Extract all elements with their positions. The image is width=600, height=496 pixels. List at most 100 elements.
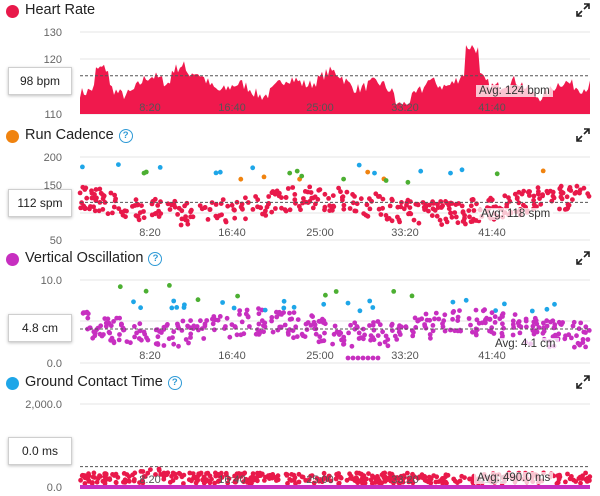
- data-point: [436, 316, 442, 322]
- data-point: [283, 195, 289, 200]
- data-point: [516, 200, 522, 206]
- data-point: [410, 480, 416, 486]
- data-point: [564, 194, 570, 200]
- data-point: [396, 480, 401, 485]
- data-point: [375, 478, 381, 483]
- data-point: [302, 334, 308, 339]
- data-point: [347, 471, 352, 477]
- data-point: [161, 343, 167, 348]
- data-point: [570, 323, 576, 329]
- data-point: [368, 477, 374, 483]
- data-point: [121, 471, 127, 476]
- help-circle-icon[interactable]: ?: [148, 252, 163, 266]
- data-point: [100, 207, 106, 212]
- panel-title: Heart Rate: [25, 2, 96, 18]
- data-point: [544, 323, 550, 329]
- data-point: [210, 321, 216, 327]
- data-point: [585, 337, 591, 342]
- data-point: [86, 471, 91, 477]
- data-point: [474, 317, 480, 323]
- legend-dot: [6, 377, 19, 390]
- data-point: [137, 321, 143, 327]
- data-point: [405, 179, 411, 185]
- data-point: [470, 329, 475, 335]
- expand-arrows-icon[interactable]: [576, 128, 590, 142]
- data-point: [292, 192, 298, 197]
- data-point: [153, 327, 159, 333]
- data-point: [94, 479, 100, 485]
- data-point: [87, 325, 93, 331]
- data-point: [537, 196, 542, 201]
- data-point: [322, 191, 328, 197]
- data-point: [540, 192, 545, 198]
- data-point: [361, 336, 366, 342]
- data-point: [405, 470, 410, 476]
- expand-arrows-icon[interactable]: [576, 251, 590, 265]
- data-point: [330, 207, 335, 213]
- x-tick-label: 16:40: [218, 350, 246, 362]
- help-circle-icon[interactable]: ?: [118, 129, 133, 143]
- data-point: [383, 178, 389, 183]
- data-point: [506, 195, 511, 201]
- expand-arrows-icon[interactable]: [576, 3, 590, 17]
- data-point: [248, 479, 254, 485]
- data-point: [535, 191, 541, 197]
- data-point: [434, 474, 440, 480]
- data-point: [489, 310, 495, 316]
- data-point: [299, 474, 305, 480]
- data-point: [198, 470, 204, 476]
- data-point: [132, 334, 138, 340]
- data-point: [213, 170, 219, 176]
- data-point: [273, 206, 278, 211]
- data-point: [158, 472, 164, 477]
- data-point: [229, 322, 235, 327]
- data-point: [117, 284, 123, 290]
- data-point: [570, 197, 575, 202]
- data-point: [101, 193, 107, 199]
- data-point: [167, 283, 172, 288]
- data-point: [502, 193, 508, 199]
- data-point: [389, 196, 395, 202]
- help-circle-icon[interactable]: ?: [167, 376, 182, 390]
- data-point: [282, 322, 288, 328]
- data-point: [223, 324, 228, 329]
- data-point: [563, 333, 568, 339]
- expand-arrows-icon[interactable]: [576, 375, 590, 389]
- data-point: [95, 476, 101, 481]
- run-cadence-panel: Run Cadence? 200150100508:2016:4025:0033…: [0, 125, 600, 247]
- data-point: [245, 314, 251, 319]
- data-point: [259, 318, 265, 324]
- data-point: [336, 185, 341, 191]
- data-point: [410, 471, 415, 477]
- data-point: [257, 205, 263, 210]
- data-point: [256, 321, 262, 327]
- data-point: [585, 191, 591, 197]
- data-point: [364, 476, 369, 482]
- data-point: [234, 332, 240, 338]
- data-point: [352, 194, 357, 199]
- data-point: [274, 309, 279, 315]
- data-point: [174, 305, 180, 310]
- data-point: [82, 481, 88, 486]
- data-point: [135, 202, 141, 207]
- data-point: [292, 475, 298, 480]
- data-point: [322, 330, 327, 336]
- data-point: [583, 344, 588, 350]
- data-point: [197, 203, 203, 208]
- data-point: [188, 331, 194, 337]
- x-tick-label: 25:00: [306, 227, 334, 239]
- data-point: [405, 197, 411, 203]
- data-point: [205, 217, 211, 222]
- data-point: [480, 320, 485, 326]
- panel-title: Run Cadence?: [25, 127, 133, 144]
- data-point: [443, 216, 449, 222]
- data-point: [150, 198, 156, 204]
- data-point: [201, 336, 207, 341]
- data-point: [565, 471, 570, 477]
- data-point: [461, 218, 467, 224]
- data-point: [370, 305, 376, 310]
- data-point: [346, 330, 351, 336]
- data-point: [432, 316, 437, 322]
- data-point: [250, 207, 256, 212]
